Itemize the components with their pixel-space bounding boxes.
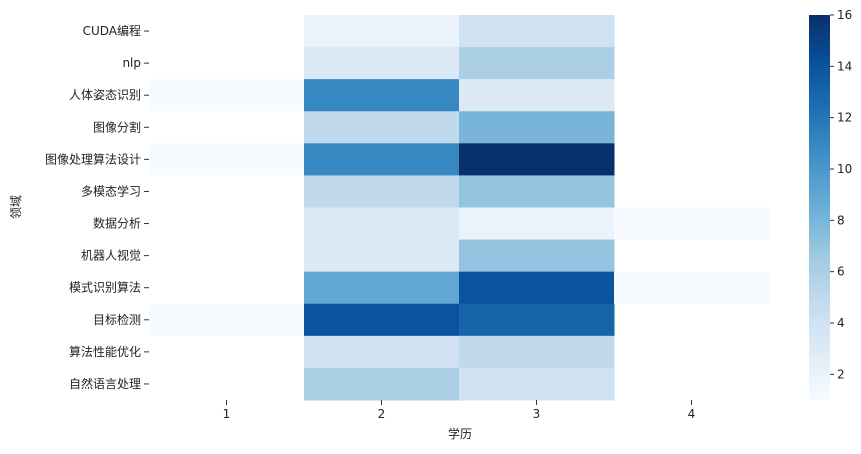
y-tick-label: nlp — [122, 56, 141, 70]
heatmap-cell — [149, 303, 305, 337]
colorbar-tick-label: 8 — [837, 213, 845, 227]
y-axis-label: 领域 — [9, 195, 23, 219]
heatmap-cell — [304, 47, 460, 80]
heatmap-cell — [459, 111, 615, 144]
heatmap-cell — [614, 207, 770, 241]
x-tick-label: 1 — [223, 407, 231, 421]
x-tick-label: 3 — [533, 407, 541, 421]
y-tick-label: 自然语言处理 — [69, 376, 141, 391]
colorbar-ticks: 2 4 6 8 10 12 14 16 — [830, 8, 852, 381]
y-tick-label: 图像分割 — [93, 119, 141, 134]
colorbar-tick-label: 12 — [837, 111, 852, 125]
heatmap-cell — [304, 79, 460, 112]
heatmap-cell — [459, 239, 615, 273]
y-tick-label: 模式识别算法 — [69, 280, 141, 295]
heatmap-cell — [459, 367, 615, 401]
y-tick-label: 多模态学习 — [81, 183, 141, 198]
colorbar-tick-label: 2 — [837, 367, 845, 381]
heatmap-cell — [304, 367, 460, 401]
heatmap-cell — [304, 111, 460, 144]
heatmap-cell — [459, 47, 615, 80]
heatmap-cell — [304, 335, 460, 369]
heatmap-cells — [149, 15, 770, 401]
heatmap-cell — [304, 15, 460, 48]
heatmap-cell — [149, 143, 305, 176]
heatmap-cell — [304, 271, 460, 305]
heatmap-cell — [614, 271, 770, 305]
colorbar-gradient — [809, 15, 830, 400]
y-tick-label: 人体姿态识别 — [69, 88, 141, 102]
heatmap-cell — [459, 271, 615, 305]
heatmap-cell — [459, 303, 615, 337]
y-tick-label: 机器人视觉 — [81, 248, 141, 263]
heatmap-cell — [459, 79, 615, 112]
heatmap-cell — [459, 15, 615, 48]
colorbar: 2 4 6 8 10 12 14 16 — [809, 8, 852, 400]
heatmap-cell — [459, 335, 615, 369]
y-tick-label: 算法性能优化 — [69, 344, 141, 359]
y-tick-label: 数据分析 — [93, 216, 141, 231]
y-tick-labels: CUDA编程 nlp 人体姿态识别图像分割图像处理算法设计多模态学习数据分析机器人视… — [45, 23, 149, 391]
y-tick-label: 目标检测 — [93, 312, 141, 327]
y-tick-label: 图像处理算法设计 — [45, 151, 141, 166]
heatmap-cell — [459, 143, 615, 176]
heatmap-cell — [304, 143, 460, 176]
colorbar-tick-label: 6 — [837, 265, 845, 279]
x-tick-label: 2 — [378, 407, 386, 421]
colorbar-tick-label: 4 — [837, 316, 845, 330]
x-axis-label: 学历 — [448, 426, 472, 441]
colorbar-tick-label: 14 — [837, 59, 852, 73]
y-tick-label: CUDA编程 — [83, 23, 141, 38]
x-tick-label: 4 — [688, 407, 696, 421]
heatmap-cell — [459, 175, 615, 208]
heatmap-cell — [459, 207, 615, 241]
heatmap-cell — [149, 79, 305, 112]
colorbar-tick-label: 16 — [837, 8, 852, 22]
heatmap-cell — [304, 239, 460, 273]
colorbar-tick-label: 10 — [837, 162, 852, 176]
heatmap-cell — [304, 175, 460, 208]
x-tick-labels: 1 2 3 4 — [223, 400, 696, 421]
heatmap-cell — [304, 303, 460, 337]
heatmap-cell — [304, 207, 460, 241]
